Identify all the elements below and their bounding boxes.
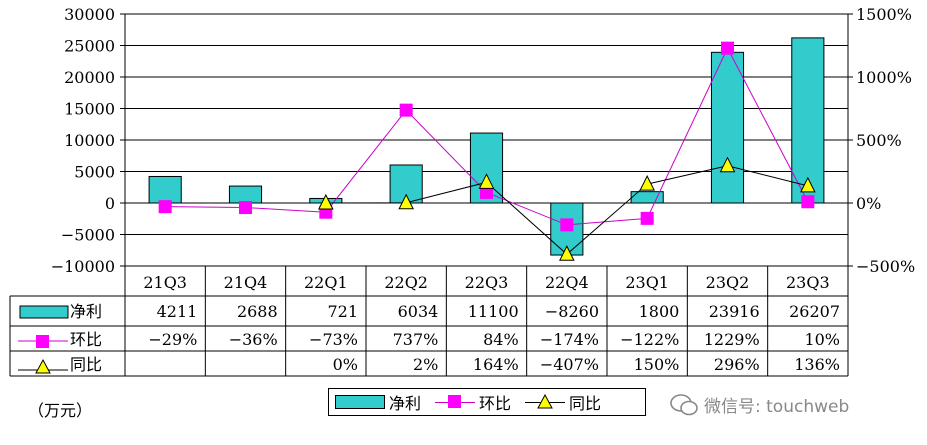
point-qoq-21Q4 bbox=[239, 201, 252, 215]
category-label: 22Q3 bbox=[465, 273, 509, 292]
data-label: 84% bbox=[483, 330, 519, 349]
bar-23Q1 bbox=[630, 191, 664, 204]
category-label: 22Q2 bbox=[384, 273, 428, 292]
point-yoy-23Q2 bbox=[719, 156, 736, 173]
point-qoq-23Q3 bbox=[801, 195, 815, 209]
data-label: 1800 bbox=[639, 302, 680, 321]
category-label: 23Q1 bbox=[625, 273, 669, 292]
row-swatch-bar bbox=[19, 305, 69, 319]
point-qoq-22Q4 bbox=[560, 218, 574, 232]
tick-label-right: 1500% bbox=[856, 5, 912, 24]
category-label: 22Q1 bbox=[304, 273, 348, 292]
data-label: 6034 bbox=[398, 302, 439, 321]
tick-label-right: 1000% bbox=[856, 68, 912, 87]
point-qoq-23Q1 bbox=[640, 211, 654, 225]
data-label: 296% bbox=[714, 355, 760, 374]
data-label: −29% bbox=[148, 330, 197, 349]
data-label: −36% bbox=[229, 330, 278, 349]
legend-item-qoq: 环比 bbox=[435, 390, 511, 414]
legend-swatch-line-qoq bbox=[435, 394, 476, 410]
tick-label-left: 15000 bbox=[64, 100, 115, 119]
data-label: 136% bbox=[794, 355, 840, 374]
data-label: 11100 bbox=[468, 302, 519, 321]
point-yoy-22Q2 bbox=[398, 193, 414, 210]
point-qoq-22Q3 bbox=[480, 185, 493, 199]
legend-item-yoy: 同比 bbox=[525, 390, 601, 414]
row-header: 净利 bbox=[70, 302, 102, 321]
tick-label-left: 20000 bbox=[64, 68, 115, 87]
point-yoy-22Q4 bbox=[559, 245, 575, 261]
tick-label-left: 10000 bbox=[64, 131, 115, 150]
point-qoq-22Q2 bbox=[399, 103, 413, 117]
row-header: 同比 bbox=[70, 355, 102, 374]
data-label: 737% bbox=[393, 330, 439, 349]
legend-label: 净利 bbox=[389, 394, 422, 413]
bar-21Q4 bbox=[228, 185, 263, 204]
tick-label-right: 0% bbox=[856, 194, 881, 213]
data-label: −174% bbox=[540, 330, 599, 349]
tick-label-left: 30000 bbox=[64, 5, 115, 24]
data-label: −407% bbox=[540, 355, 599, 374]
legend-swatch-line-yoy bbox=[525, 394, 566, 410]
row-swatch-marker-yoy bbox=[35, 358, 51, 374]
tick-label-left: −10000 bbox=[51, 257, 115, 276]
data-label: −8260 bbox=[545, 302, 599, 321]
wechat-icon bbox=[670, 393, 698, 416]
watermark: 微信号: touchweb bbox=[670, 392, 849, 417]
data-label: 26207 bbox=[789, 302, 840, 321]
point-yoy-22Q1 bbox=[318, 193, 334, 210]
category-label: 23Q2 bbox=[706, 273, 750, 292]
point-yoy-23Q1 bbox=[639, 174, 655, 191]
legend-swatch-bar bbox=[335, 395, 385, 409]
data-label: 4211 bbox=[157, 302, 198, 321]
data-label: −122% bbox=[620, 330, 679, 349]
bar-23Q2 bbox=[710, 51, 745, 204]
point-yoy-22Q3 bbox=[478, 173, 495, 189]
legend-item-net-profit: 净利 bbox=[335, 390, 421, 414]
unit-label: （万元） bbox=[28, 401, 93, 420]
data-label: 2688 bbox=[237, 302, 278, 321]
tick-label-left: 5000 bbox=[74, 163, 115, 182]
data-label: 721 bbox=[327, 302, 358, 321]
tick-label-left: 0 bbox=[105, 194, 115, 213]
tick-label-right: −500% bbox=[856, 257, 915, 276]
tick-label-left: −5000 bbox=[61, 226, 115, 245]
category-label: 21Q4 bbox=[224, 273, 268, 292]
tick-label-right: 500% bbox=[856, 131, 902, 150]
category-label: 23Q3 bbox=[786, 273, 830, 292]
point-yoy-23Q3 bbox=[800, 176, 816, 193]
point-qoq-23Q2 bbox=[721, 41, 734, 55]
bar-23Q3 bbox=[791, 37, 825, 204]
data-label: 164% bbox=[473, 355, 519, 374]
point-qoq-21Q3 bbox=[158, 200, 172, 214]
data-label: 10% bbox=[804, 330, 840, 349]
data-label: 1229% bbox=[704, 330, 760, 349]
row-swatch-marker-qoq bbox=[36, 335, 49, 348]
data-label: 23916 bbox=[709, 302, 760, 321]
legend-label: 环比 bbox=[479, 394, 512, 413]
data-label: 0% bbox=[333, 355, 358, 374]
legend: 净利 环比 同比 bbox=[328, 388, 646, 416]
legend-label: 同比 bbox=[569, 394, 602, 413]
category-label: 21Q3 bbox=[143, 273, 187, 292]
data-label: 150% bbox=[634, 355, 680, 374]
watermark-text: 微信号: touchweb bbox=[704, 397, 850, 417]
data-label: −73% bbox=[309, 330, 358, 349]
data-label: 2% bbox=[413, 355, 438, 374]
row-header: 环比 bbox=[70, 330, 102, 349]
tick-label-left: 25000 bbox=[64, 37, 115, 56]
bar-21Q3 bbox=[148, 175, 182, 204]
category-label: 22Q4 bbox=[545, 273, 589, 292]
